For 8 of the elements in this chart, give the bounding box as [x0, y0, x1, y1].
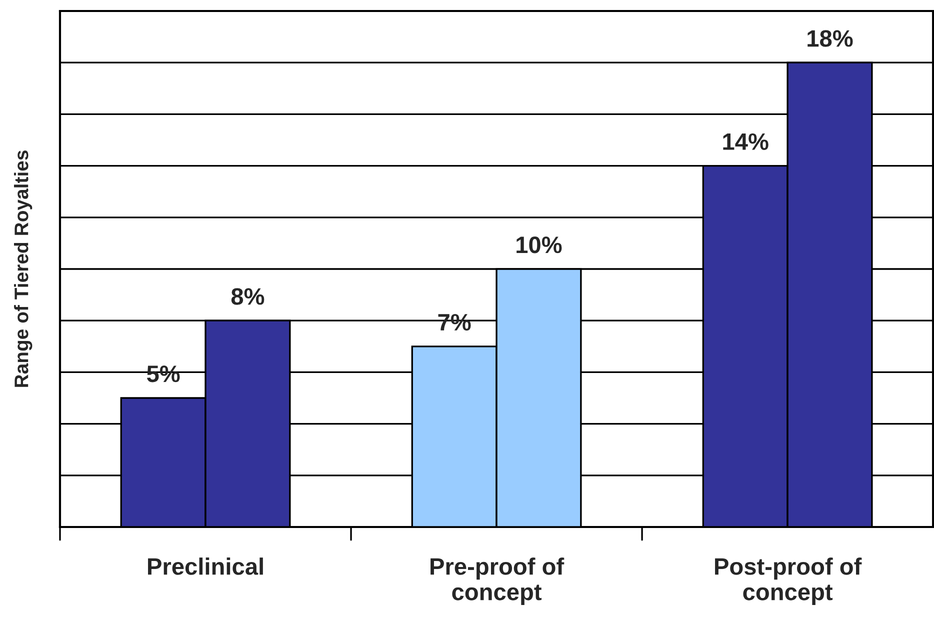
x-tick-label: Pre-proof of concept [430, 558, 564, 605]
data-label: 8% [231, 288, 264, 305]
x-tick-label: Preclinical [148, 558, 263, 575]
x-tick-label: Post-proof of concept [715, 558, 862, 605]
data-label: 18% [808, 30, 853, 47]
data-label: 14% [723, 133, 768, 150]
data-label: 10% [516, 236, 562, 254]
y-axis-title: Range of Tiered Royalties [14, 150, 32, 387]
